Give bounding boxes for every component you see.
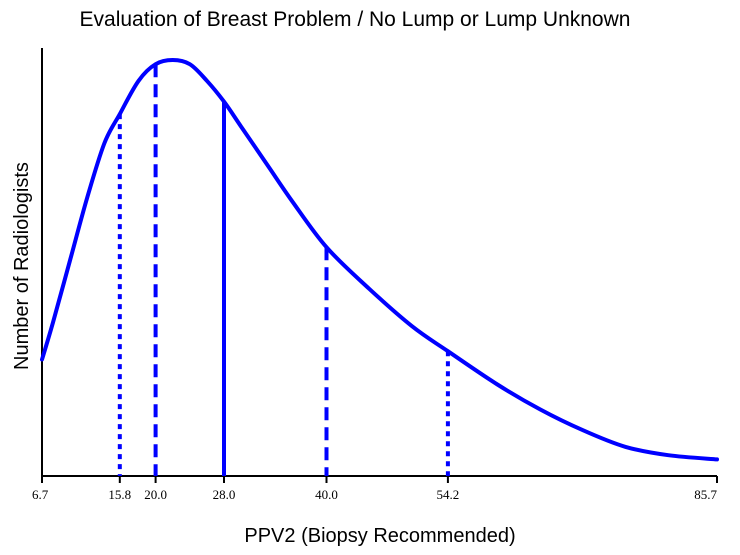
y-axis-label: Number of Radiologists [11,162,33,370]
x-tick-label-0: 6.7 [32,487,49,502]
x-tick-label-3: 28.0 [213,487,236,502]
reference-lines [117,64,450,476]
chart-title: Evaluation of Breast Problem / No Lump o… [80,8,631,31]
x-tick-label-6: 85.7 [694,487,717,502]
x-tick-label-4: 40.0 [315,487,338,502]
x-tick-label-1: 15.8 [108,487,131,502]
x-tick-label-2: 20.0 [144,487,167,502]
x-ticks: 6.7 15.8 20.0 28.0 40.0 54.2 85.7 [32,476,718,502]
density-curve [40,58,719,462]
x-tick-label-5: 54.2 [437,487,460,502]
x-axis-label: PPV2 (Biopsy Recommended) [244,525,515,547]
